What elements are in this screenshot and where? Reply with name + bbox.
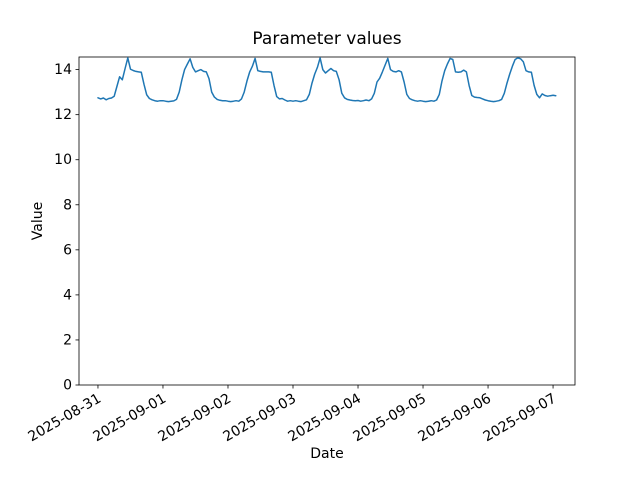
chart-title: Parameter values [252, 29, 402, 49]
x-tick-label: 2025-08-31 [25, 391, 103, 446]
y-tick-label: 10 [54, 152, 72, 168]
x-tick-label: 2025-09-02 [156, 391, 234, 446]
y-tick-label: 0 [63, 378, 72, 394]
y-tick-label: 12 [54, 107, 72, 123]
y-tick-label: 6 [63, 242, 72, 258]
y-tick-label: 2 [63, 332, 72, 348]
x-tick-label: 2025-09-06 [416, 391, 495, 446]
x-tick-label: 2025-09-03 [221, 391, 299, 446]
y-tick-label: 8 [63, 197, 72, 213]
x-tick-label: 2025-09-04 [286, 391, 365, 446]
y-tick-label: 4 [63, 287, 72, 303]
x-tick-label: 2025-09-07 [481, 391, 559, 446]
y-tick-label: 14 [54, 62, 72, 78]
data-line [97, 57, 557, 103]
x-tick-label: 2025-09-01 [91, 391, 169, 446]
axes-frame [78, 56, 576, 386]
x-tick-label: 2025-09-05 [351, 391, 429, 446]
x-axis-label: Date [310, 446, 344, 462]
